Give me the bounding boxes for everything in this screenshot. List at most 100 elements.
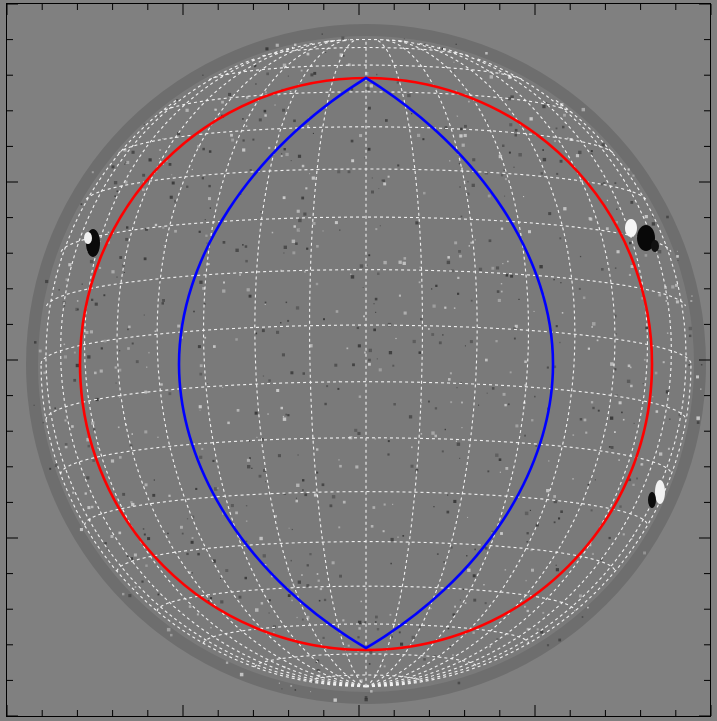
speckle: [474, 548, 476, 551]
speckle: [186, 552, 189, 556]
speckle: [468, 100, 470, 103]
speckle: [283, 148, 286, 151]
speckle: [614, 333, 617, 335]
speckle: [122, 264, 125, 267]
speckle: [235, 248, 239, 252]
speckle: [491, 266, 495, 270]
speckle: [444, 306, 447, 309]
speckle: [640, 463, 644, 466]
speckle: [317, 579, 320, 582]
speckle: [377, 272, 380, 275]
speckle: [657, 250, 662, 254]
speckle: [266, 72, 269, 76]
speckle: [387, 322, 392, 327]
speckle: [316, 471, 319, 474]
speckle: [119, 256, 123, 259]
speckle: [513, 166, 515, 168]
speckle: [162, 226, 165, 229]
speckle: [470, 241, 473, 244]
speckle: [186, 518, 189, 520]
speckle: [144, 430, 148, 434]
speckle: [464, 345, 466, 347]
grid-meridian: [365, 42, 616, 688]
speckle: [555, 568, 559, 572]
speckle: [174, 229, 177, 233]
speckle: [75, 363, 80, 368]
speckle: [644, 215, 648, 219]
speckle: [460, 381, 462, 384]
speckle: [142, 188, 145, 192]
speckle: [457, 681, 461, 685]
speckle: [258, 474, 262, 478]
speckle: [141, 580, 144, 583]
speckle: [374, 297, 378, 301]
speckle: [306, 584, 310, 587]
speckle: [107, 241, 110, 244]
speckle: [400, 642, 404, 646]
speckle: [285, 413, 288, 416]
heliographic-grid: [40, 38, 692, 688]
speckle: [478, 404, 480, 406]
speckle: [376, 628, 380, 631]
speckle: [643, 358, 646, 361]
speckle: [441, 450, 444, 453]
speckle: [197, 552, 200, 556]
speckle: [457, 292, 460, 295]
speckle: [283, 245, 287, 249]
speckle: [245, 125, 248, 127]
speckle: [277, 454, 281, 458]
speckle: [111, 165, 115, 169]
speckle: [535, 445, 538, 447]
grid-meridian: [365, 38, 423, 688]
speckle: [282, 196, 286, 200]
grid-meridian: [83, 46, 367, 688]
speckle: [478, 267, 483, 271]
speckle: [371, 177, 373, 179]
speckle: [321, 483, 325, 487]
speckle: [225, 661, 229, 664]
speckle: [117, 426, 120, 429]
speckle: [54, 464, 58, 468]
speckle: [199, 364, 203, 368]
speckle: [563, 113, 566, 117]
speckle: [533, 310, 535, 312]
speckle: [587, 347, 590, 350]
speckle: [466, 555, 468, 557]
speckle: [207, 263, 210, 266]
speckle: [374, 438, 377, 440]
speckle: [201, 447, 204, 450]
speckle: [382, 179, 386, 182]
speckle: [461, 167, 463, 170]
speckle: [446, 260, 451, 265]
speckle: [287, 594, 291, 597]
speckle: [222, 241, 226, 244]
speckle: [498, 154, 503, 159]
speckle: [376, 73, 378, 76]
speckle: [119, 456, 122, 459]
speckle: [514, 128, 518, 132]
speckle: [357, 344, 361, 348]
speckle: [288, 527, 290, 529]
speckle: [461, 427, 463, 429]
speckle: [64, 419, 67, 422]
speckle: [297, 642, 300, 645]
speckle: [587, 606, 589, 609]
speckle: [428, 328, 430, 330]
speckle: [294, 43, 297, 46]
speckle: [342, 54, 345, 57]
speckle: [453, 61, 455, 63]
speckle: [289, 90, 292, 93]
speckle: [301, 618, 304, 621]
speckle: [262, 375, 265, 377]
speckle: [632, 174, 635, 177]
speckle: [213, 345, 216, 348]
speckle: [357, 636, 360, 639]
speckle: [610, 416, 614, 420]
speckle: [417, 133, 421, 137]
speckle: [420, 402, 423, 404]
speckle: [359, 679, 363, 683]
speckle: [420, 317, 423, 321]
speckle: [596, 339, 599, 342]
speckle: [688, 326, 692, 331]
speckle: [147, 179, 150, 183]
